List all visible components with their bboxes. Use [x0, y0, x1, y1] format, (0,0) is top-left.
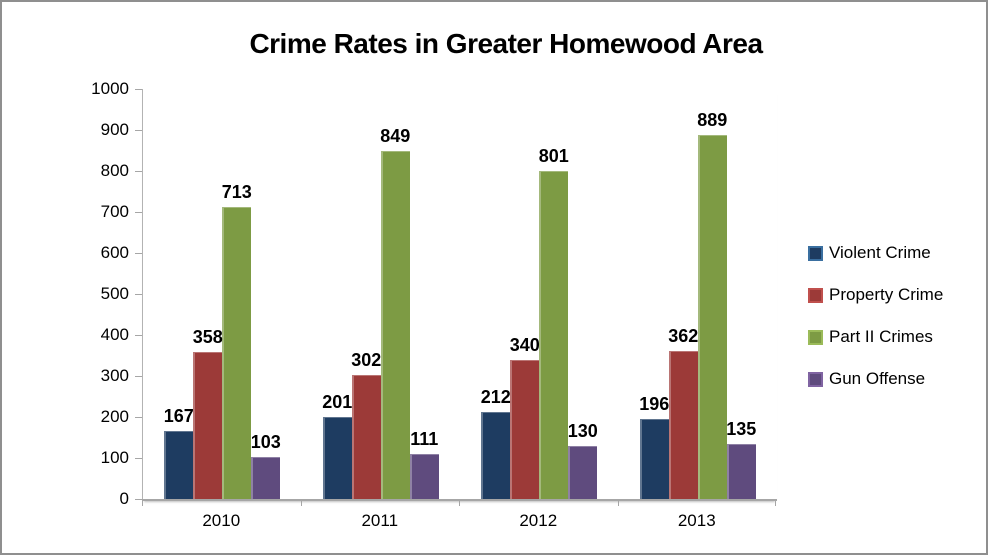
bar-value-label: 713 [221, 181, 252, 202]
bar-property-crime: 358 [193, 327, 223, 499]
bar-gun-offense: 111 [409, 429, 439, 499]
y-axis-label: 600 [100, 243, 129, 262]
bar-value-label: 849 [380, 125, 411, 146]
legend-label: Violent Crime [829, 243, 931, 262]
y-axis-label: 500 [100, 284, 129, 303]
y-axis-label: 900 [100, 120, 129, 139]
legend-swatch-property-crime [808, 287, 823, 303]
legend-swatch-part-ii-crimes [808, 329, 823, 345]
x-axis-tick [300, 499, 302, 506]
bar-part-ii-crimes: 801 [539, 146, 569, 499]
y-axis-tick [135, 170, 142, 172]
bar-value-label: 358 [192, 327, 223, 348]
y-axis-tick [135, 293, 142, 295]
x-axis-label: 2010 [202, 511, 241, 530]
bar-value-label: 362 [668, 325, 699, 346]
y-axis-tick [135, 375, 142, 377]
bar-value-label: 130 [567, 420, 598, 441]
bar-violent-crime: 212 [481, 387, 511, 499]
x-axis-tick [775, 499, 776, 506]
bar-part-ii-crimes: 889 [697, 110, 727, 499]
y-axis-tick [135, 334, 142, 336]
bar-group: 212 340 801 130 [460, 89, 619, 499]
y-axis-tick [135, 457, 142, 459]
x-axis-tick [617, 499, 619, 506]
bar-group: 167 358 713 103 [143, 89, 302, 499]
legend-label: Property Crime [829, 285, 944, 304]
bar-value-label: 302 [351, 350, 382, 371]
legend-item: Violent Crime [808, 242, 983, 264]
bar-violent-crime: 201 [322, 392, 352, 499]
y-axis-tick [135, 129, 142, 131]
bar-gun-offense: 135 [726, 419, 756, 499]
y-axis-label: 1000 [91, 79, 129, 98]
y-axis-tick [135, 252, 142, 254]
y-axis-label: 200 [100, 407, 129, 426]
bar-group: 201 302 849 111 [302, 89, 461, 499]
x-axis-tick [142, 499, 143, 506]
y-axis-label: 0 [119, 489, 129, 508]
bar-value-label: 196 [639, 393, 670, 414]
bar-value-label: 801 [538, 145, 569, 166]
y-axis-label: 700 [100, 202, 129, 221]
bar-value-label: 201 [322, 391, 353, 412]
bar-value-label: 212 [480, 387, 511, 408]
legend: Violent Crime Property Crime Part II Crime… [808, 242, 983, 410]
y-axis-label: 800 [100, 161, 129, 180]
bar-value-label: 111 [410, 428, 439, 449]
bar-property-crime: 302 [351, 350, 381, 499]
bar-property-crime: 362 [668, 326, 698, 499]
bar-value-label: 135 [726, 418, 757, 439]
legend-item: Property Crime [808, 284, 983, 306]
bar-value-label: 889 [697, 109, 728, 130]
legend-item: Part II Crimes [808, 326, 983, 348]
bar-property-crime: 340 [510, 335, 540, 499]
bar-gun-offense: 130 [568, 421, 598, 499]
bar-group: 196 362 889 135 [619, 89, 778, 499]
bar-violent-crime: 196 [639, 394, 669, 499]
y-axis-label: 300 [100, 366, 129, 385]
chart-title: Crime Rates in Greater Homewood Area [249, 28, 763, 59]
plot-area: 167 358 713 103 201 302 849 111 212 340 801 130 196 3… [142, 89, 777, 501]
bar-value-label: 167 [163, 405, 194, 426]
y-axis-tick [135, 88, 142, 90]
legend-item: Gun Offense [808, 368, 983, 390]
y-axis-label: 100 [100, 448, 129, 467]
bar-violent-crime: 167 [164, 406, 194, 499]
bar-gun-offense: 103 [251, 432, 281, 499]
legend-label: Gun Offense [829, 369, 926, 388]
bar-part-ii-crimes: 713 [222, 182, 252, 499]
y-axis-label: 400 [100, 325, 129, 344]
y-axis-tick [135, 211, 142, 213]
x-axis-label: 2012 [519, 511, 558, 530]
x-axis-label: 2013 [677, 511, 716, 530]
x-axis-tick [459, 499, 460, 506]
legend-label: Part II Crimes [829, 327, 933, 346]
bar-part-ii-crimes: 849 [380, 126, 410, 499]
legend-swatch-violent-crime [808, 245, 823, 261]
legend-swatch-gun-offense [808, 371, 823, 387]
y-axis-tick [135, 498, 142, 500]
bar-value-label: 103 [250, 431, 281, 452]
bar-value-label: 340 [509, 334, 540, 355]
x-axis-label: 2011 [361, 511, 399, 530]
y-axis-tick [135, 416, 142, 418]
